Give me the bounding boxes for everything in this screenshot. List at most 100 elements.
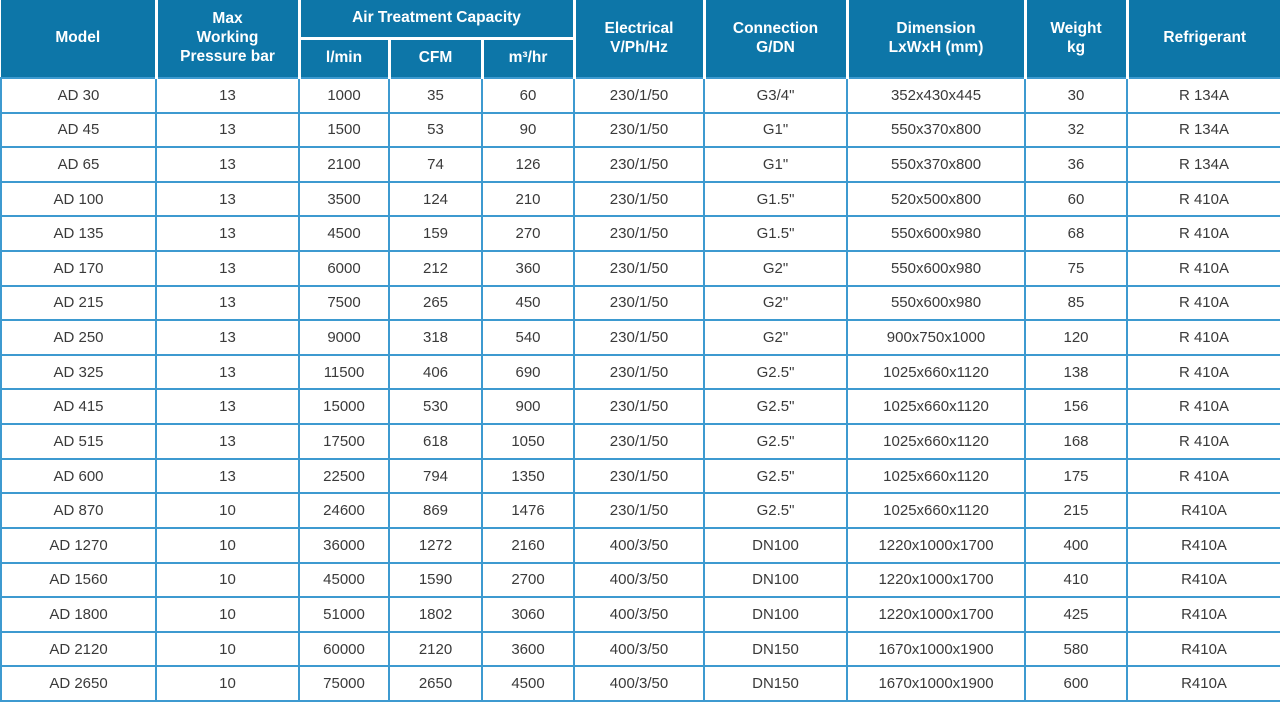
table-cell: G1.5" bbox=[703, 180, 848, 218]
table-cell: 13 bbox=[155, 111, 300, 149]
table-cell: 10 bbox=[155, 526, 300, 564]
table-cell: 210 bbox=[481, 180, 575, 218]
table-row: AD 100 13 3500 124 210 230/1/50 G1.5" 520x500x8… bbox=[0, 180, 1280, 218]
table-cell: 32 bbox=[1024, 111, 1128, 149]
table-cell: 230/1/50 bbox=[573, 353, 705, 391]
table-cell: 2700 bbox=[481, 561, 575, 599]
table-cell: R 410A bbox=[1126, 388, 1280, 426]
table-cell: 550x600x980 bbox=[846, 284, 1026, 322]
table-cell: 215 bbox=[1024, 492, 1128, 529]
table-cell: R 134A bbox=[1126, 111, 1280, 149]
table-cell: G2" bbox=[703, 319, 848, 356]
table-cell: R410A bbox=[1126, 492, 1280, 529]
table-cell: 1025x660x1120 bbox=[846, 388, 1026, 426]
table-cell: R410A bbox=[1126, 630, 1280, 668]
table-cell: DN150 bbox=[703, 665, 848, 702]
table-cell: 85 bbox=[1024, 284, 1128, 322]
table-cell: DN100 bbox=[703, 561, 848, 599]
table-cell: 400/3/50 bbox=[573, 561, 705, 599]
table-cell: 1590 bbox=[388, 561, 483, 599]
table-cell: 51000 bbox=[298, 596, 390, 633]
table-row: AD 1800 10 51000 1802 3060 400/3/50 DN100 1220x… bbox=[0, 596, 1280, 633]
table-cell: 10 bbox=[155, 561, 300, 599]
table-cell: 2100 bbox=[298, 146, 390, 183]
table-cell: 400/3/50 bbox=[573, 665, 705, 702]
table-cell: 230/1/50 bbox=[573, 250, 705, 287]
table-cell: G2" bbox=[703, 250, 848, 287]
table-cell: 13 bbox=[155, 146, 300, 183]
table-cell: 3500 bbox=[298, 180, 390, 218]
table-cell: 159 bbox=[388, 215, 483, 253]
table-row: AD 870 10 24600 869 1476 230/1/50 G2.5" 1025x66… bbox=[0, 492, 1280, 529]
table-row: AD 2120 10 60000 2120 3600 400/3/50 DN150 1670x… bbox=[0, 630, 1280, 668]
table-cell: 230/1/50 bbox=[573, 284, 705, 322]
table-cell: 2160 bbox=[481, 526, 575, 564]
table-cell: 60 bbox=[1024, 180, 1128, 218]
col-header-air-treatment-capacity: Air Treatment Capacity bbox=[297, 0, 576, 40]
table-cell: 352x430x445 bbox=[846, 77, 1026, 114]
table-cell: 2650 bbox=[388, 665, 483, 702]
table-cell: R 410A bbox=[1126, 180, 1280, 218]
table-cell: AD 30 bbox=[0, 77, 157, 114]
table-cell: AD 1560 bbox=[0, 561, 157, 599]
table-cell: 618 bbox=[388, 423, 483, 460]
table-cell: 900x750x1000 bbox=[846, 319, 1026, 356]
col-header-electrical: Electrical V/Ph/Hz bbox=[572, 0, 706, 78]
table-row: AD 30 13 1000 35 60 230/1/50 G3/4" 352x430x445 3… bbox=[0, 77, 1280, 114]
table-cell: R 410A bbox=[1126, 319, 1280, 356]
table-cell: 1220x1000x1700 bbox=[846, 596, 1026, 633]
table-cell: 30 bbox=[1024, 77, 1128, 114]
table-row: AD 515 13 17500 618 1050 230/1/50 G2.5" 1025x66… bbox=[0, 423, 1280, 460]
table-cell: 15000 bbox=[298, 388, 390, 426]
table-row: AD 65 13 2100 74 126 230/1/50 G1" 550x370x800 36… bbox=[0, 146, 1280, 183]
col-header-connection: Connection G/DN bbox=[702, 0, 849, 78]
table-cell: G1.5" bbox=[703, 215, 848, 253]
spec-table-body: AD 30 13 1000 35 60 230/1/50 G3/4" 352x430x445 3… bbox=[0, 77, 1280, 702]
table-cell: 230/1/50 bbox=[573, 77, 705, 114]
table-row: AD 215 13 7500 265 450 230/1/50 G2" 550x600x980… bbox=[0, 284, 1280, 322]
table-cell: DN100 bbox=[703, 526, 848, 564]
table-cell: 13 bbox=[155, 215, 300, 253]
table-cell: 540 bbox=[481, 319, 575, 356]
table-cell: 400 bbox=[1024, 526, 1128, 564]
table-cell: AD 2120 bbox=[0, 630, 157, 668]
table-cell: R410A bbox=[1126, 596, 1280, 633]
col-header-model: Model bbox=[1, 0, 158, 78]
table-cell: 1025x660x1120 bbox=[846, 492, 1026, 529]
table-cell: 126 bbox=[481, 146, 575, 183]
col-header-weight: Weight kg bbox=[1023, 0, 1129, 78]
table-cell: 400/3/50 bbox=[573, 596, 705, 633]
table-cell: 265 bbox=[388, 284, 483, 322]
table-cell: 360 bbox=[481, 250, 575, 287]
table-cell: 212 bbox=[388, 250, 483, 287]
table-cell: G2.5" bbox=[703, 492, 848, 529]
table-cell: R410A bbox=[1126, 665, 1280, 702]
table-row: AD 45 13 1500 53 90 230/1/50 G1" 550x370x800 32 R… bbox=[0, 111, 1280, 149]
table-cell: 75 bbox=[1024, 250, 1128, 287]
table-row: AD 2650 10 75000 2650 4500 400/3/50 DN150 1670x… bbox=[0, 665, 1280, 702]
table-cell: 1220x1000x1700 bbox=[846, 561, 1026, 599]
table-cell: AD 65 bbox=[0, 146, 157, 183]
table-cell: AD 415 bbox=[0, 388, 157, 426]
table-cell: 270 bbox=[481, 215, 575, 253]
header-row-top: Model Max Working Pressure bar Air Treat… bbox=[1, 0, 1280, 78]
table-cell: 1670x1000x1900 bbox=[846, 630, 1026, 668]
table-cell: 24600 bbox=[298, 492, 390, 529]
table-cell: 13 bbox=[155, 457, 300, 495]
table-cell: 230/1/50 bbox=[573, 319, 705, 356]
table-cell: 425 bbox=[1024, 596, 1128, 633]
table-cell: 1500 bbox=[298, 111, 390, 149]
table-cell: G1" bbox=[703, 111, 848, 149]
table-cell: 1050 bbox=[481, 423, 575, 460]
table-cell: 530 bbox=[388, 388, 483, 426]
table-cell: 13 bbox=[155, 353, 300, 391]
table-cell: 1670x1000x1900 bbox=[846, 665, 1026, 702]
table-row: AD 600 13 22500 794 1350 230/1/50 G2.5" 1025x66… bbox=[0, 457, 1280, 495]
table-cell: G2.5" bbox=[703, 423, 848, 460]
table-cell: AD 170 bbox=[0, 250, 157, 287]
table-cell: 10 bbox=[155, 665, 300, 702]
table-cell: 13 bbox=[155, 388, 300, 426]
table-cell: 13 bbox=[155, 284, 300, 322]
table-cell: AD 325 bbox=[0, 353, 157, 391]
table-cell: 230/1/50 bbox=[573, 457, 705, 495]
